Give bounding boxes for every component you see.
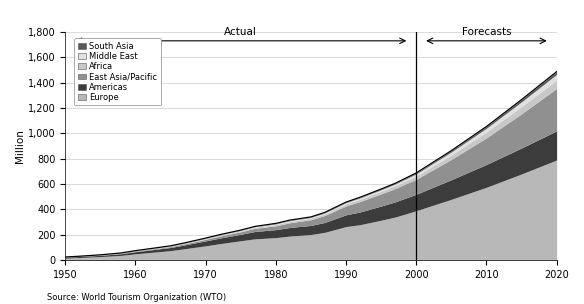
Text: Forecasts: Forecasts [461, 27, 511, 37]
Legend: South Asia, Middle East, Africa, East Asia/Pacific, Americas, Europe: South Asia, Middle East, Africa, East As… [74, 38, 161, 105]
Text: Source: World Tourism Organization (WTO): Source: World Tourism Organization (WTO) [47, 293, 226, 302]
Text: Actual: Actual [224, 27, 257, 37]
Y-axis label: Million: Million [15, 129, 25, 163]
